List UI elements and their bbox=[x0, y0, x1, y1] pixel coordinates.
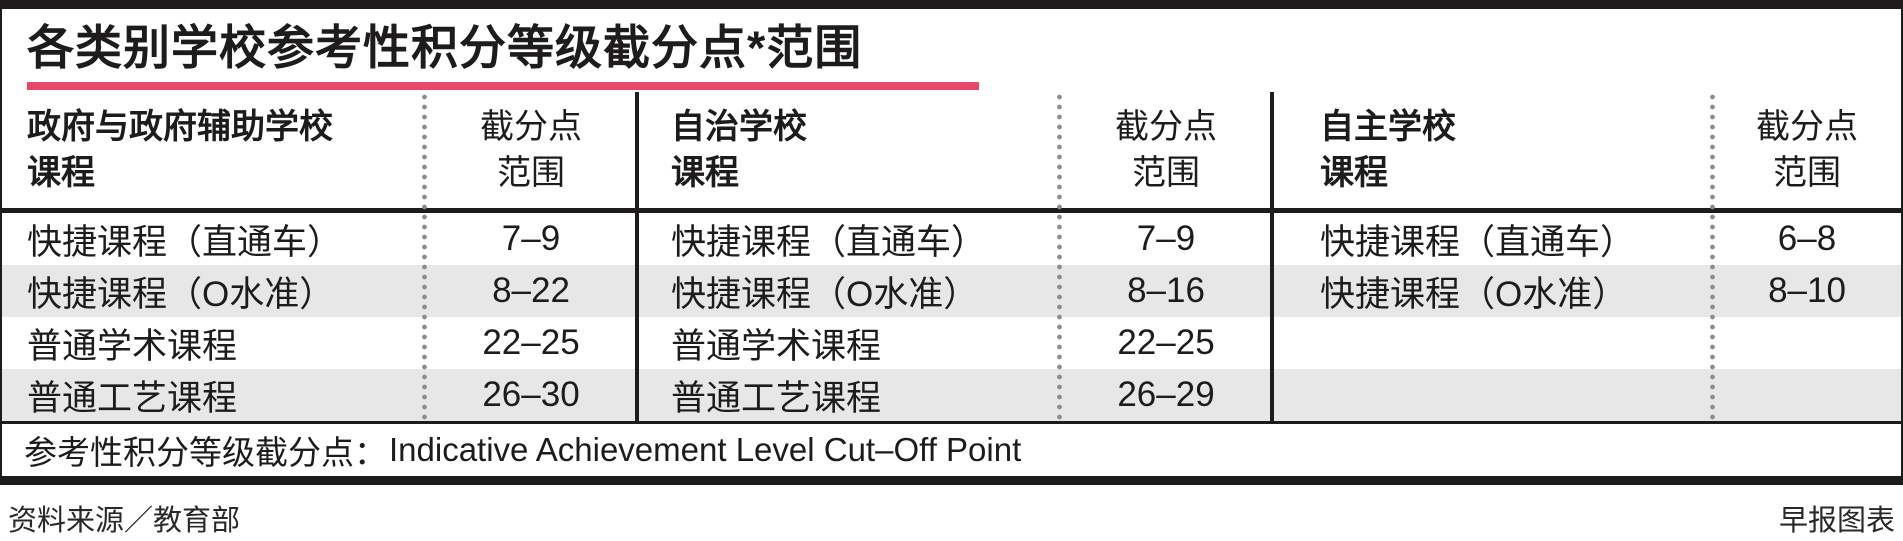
header-gov-school-line1: 政府与政府辅助学校 bbox=[27, 108, 333, 146]
section-divider bbox=[1270, 92, 1274, 421]
credits-bar: 资料来源／教育部 早报图表 bbox=[0, 485, 1903, 539]
range-cell: 7–9 bbox=[1136, 219, 1196, 258]
range-cell: 7–9 bbox=[501, 219, 561, 258]
header-gov-school: 政府与政府辅助学校 课程 bbox=[2, 92, 425, 196]
range-cell: 8–10 bbox=[1768, 271, 1846, 310]
range-cell: 22–25 bbox=[1117, 323, 1215, 362]
table-row: 普通学术课程 22–25 普通学术课程 22–25 bbox=[2, 317, 1901, 369]
header-range-2-line1: 截分点 bbox=[1115, 108, 1217, 146]
header-range-3: 截分点 范围 bbox=[1713, 92, 1901, 196]
header-range-1-line2: 范围 bbox=[497, 154, 565, 192]
header-range-2-line2: 范围 bbox=[1132, 154, 1200, 192]
course-cell: 快捷课程（直通车） bbox=[671, 222, 987, 262]
header-independent-school-line1: 自主学校 bbox=[1320, 108, 1456, 146]
range-cell: 26–29 bbox=[1117, 375, 1215, 414]
source-credit: 资料来源／教育部 bbox=[8, 505, 241, 537]
cutoff-table: 政府与政府辅助学校 课程 截分点 范围 自治学校 课程 截分点 范围 自主学校 bbox=[2, 92, 1901, 421]
range-cell: 8–16 bbox=[1127, 271, 1205, 310]
table-row: 快捷课程（直通车） 7–9 快捷课程（直通车） 7–9 快捷课程（直通车） 6–… bbox=[2, 213, 1901, 265]
title-underline-rule bbox=[27, 82, 979, 90]
page-title: 各类别学校参考性积分等级截分点*范围 bbox=[27, 21, 863, 74]
table-row: 普通工艺课程 26–30 普通工艺课程 26–29 bbox=[2, 369, 1901, 421]
header-range-1: 截分点 范围 bbox=[425, 92, 637, 196]
header-independent-school: 自主学校 课程 bbox=[1272, 92, 1713, 196]
header-range-2: 截分点 范围 bbox=[1060, 92, 1272, 196]
graphic-credit: 早报图表 bbox=[1778, 505, 1895, 537]
header-range-3-line1: 截分点 bbox=[1756, 108, 1858, 146]
section-divider bbox=[635, 92, 639, 421]
table-frame: 各类别学校参考性积分等级截分点*范围 政府与政府辅助学校 课程 截分点 范围 自… bbox=[0, 0, 1903, 485]
footnote-cjk-label: 参考性积分等级截分点： bbox=[24, 434, 387, 471]
course-cell: 快捷课程（O水准） bbox=[671, 274, 979, 314]
course-cell: 普通工艺课程 bbox=[671, 378, 882, 418]
course-cell: 普通工艺课程 bbox=[27, 378, 238, 418]
header-independent-school-line2: 课程 bbox=[1320, 154, 1388, 192]
range-cell: 8–22 bbox=[492, 271, 570, 310]
range-cell: 6–8 bbox=[1777, 219, 1837, 258]
course-cell: 快捷课程（直通车） bbox=[27, 222, 343, 262]
header-gov-school-line2: 课程 bbox=[27, 154, 95, 192]
table-header-row: 政府与政府辅助学校 课程 截分点 范围 自治学校 课程 截分点 范围 自主学校 bbox=[2, 92, 1901, 213]
course-cell: 快捷课程（O水准） bbox=[27, 274, 335, 314]
table-row: 快捷课程（O水准） 8–22 快捷课程（O水准） 8–16 快捷课程（O水准） … bbox=[2, 265, 1901, 317]
footnote-latin-text: Indicative Achievement Level Cut–Off Poi… bbox=[389, 431, 1022, 468]
course-cell: 快捷课程（O水准） bbox=[1320, 274, 1628, 314]
header-autonomous-school-line2: 课程 bbox=[671, 154, 739, 192]
header-autonomous-school-line1: 自治学校 bbox=[671, 108, 807, 146]
dotted-column-divider bbox=[1710, 92, 1715, 421]
range-cell: 22–25 bbox=[482, 323, 580, 362]
header-range-1-line1: 截分点 bbox=[480, 108, 582, 146]
course-cell: 普通学术课程 bbox=[671, 326, 882, 366]
footnote: 参考性积分等级截分点： Indicative Achievement Level… bbox=[2, 421, 1901, 476]
header-range-3-line2: 范围 bbox=[1773, 154, 1841, 192]
dotted-column-divider bbox=[422, 92, 427, 421]
title-block: 各类别学校参考性积分等级截分点*范围 bbox=[2, 9, 1901, 90]
dotted-column-divider bbox=[1057, 92, 1062, 421]
course-cell: 快捷课程（直通车） bbox=[1320, 222, 1636, 262]
header-autonomous-school: 自治学校 课程 bbox=[637, 92, 1060, 196]
range-cell: 26–30 bbox=[482, 375, 580, 414]
course-cell: 普通学术课程 bbox=[27, 326, 238, 366]
